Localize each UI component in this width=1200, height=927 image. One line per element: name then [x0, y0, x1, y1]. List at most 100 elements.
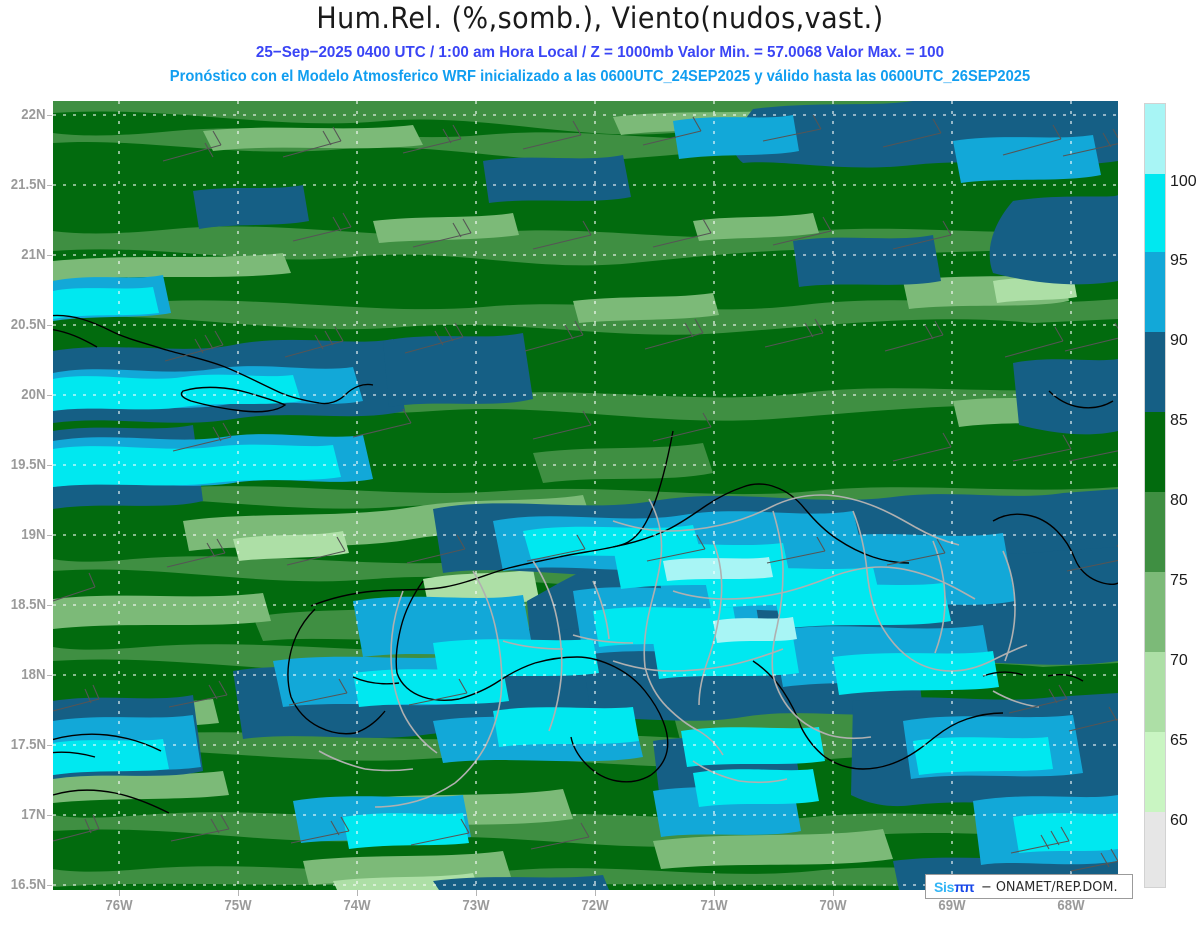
cb-tick-75: 75: [1170, 572, 1188, 589]
lat-label-21n: 21N: [21, 246, 46, 263]
lat-label-19-5n: 19.5N: [10, 456, 46, 473]
wind-barb: [352, 408, 412, 438]
wind-barb: [406, 534, 466, 564]
lat-tick: [47, 115, 52, 116]
colorbar-band-85-90: [1145, 332, 1165, 412]
lon-tick: [595, 890, 596, 896]
page-title: Hum.Rel. (%,somb.), Viento(nudos,vast.): [316, 1, 884, 35]
chart-header: Hum.Rel. (%,somb.), Viento(nudos,vast.) …: [0, 0, 1200, 95]
cb-tick-85: 85: [1170, 412, 1188, 429]
logo-pi-icon: ππ: [954, 878, 974, 895]
lon-tick: [119, 890, 120, 896]
wind-barb: [652, 412, 712, 442]
lat-label-22n: 22N: [21, 106, 46, 123]
wind-barb: [170, 814, 230, 842]
wind-barb: [1010, 826, 1070, 854]
lon-label-73w: 73W: [462, 897, 490, 914]
colorbar-band-70-75: [1145, 572, 1165, 652]
lat-label-17-5n: 17.5N: [10, 736, 46, 753]
wind-barb: [166, 538, 226, 568]
wind-barb: [762, 114, 822, 142]
wind-barb: [402, 124, 462, 154]
colorbar-band-90-95: [1145, 252, 1165, 332]
contour-band-95-100: [53, 287, 1118, 853]
humidity-contour-map: [53, 101, 1118, 890]
wind-barb: [1012, 434, 1072, 462]
wind-barb: [644, 318, 704, 350]
wind-barb: [532, 410, 592, 440]
lon-label-76w: 76W: [105, 897, 133, 914]
lat-label-17n: 17N: [21, 806, 46, 823]
wind-barb: [162, 130, 222, 162]
lat-tick: [47, 675, 52, 676]
wind-barb: [884, 320, 944, 352]
cb-tick-90: 90: [1170, 332, 1188, 349]
lon-tick: [357, 890, 358, 896]
lat-tick: [47, 605, 52, 606]
wind-barb: [1004, 326, 1064, 358]
contour-band-above-100: [663, 557, 797, 643]
lon-label-74w: 74W: [343, 897, 371, 914]
wind-barb: [1068, 706, 1118, 732]
lat-tick: [47, 185, 52, 186]
lat-label-21-5n: 21.5N: [10, 176, 46, 193]
cb-tick-60: 60: [1170, 812, 1188, 829]
lat-label-20-5n: 20.5N: [10, 316, 46, 333]
wind-barb: [522, 120, 582, 150]
wind-barb: [404, 322, 464, 354]
colorbar-band-95-100: [1145, 174, 1165, 252]
wind-barb: [286, 536, 346, 566]
subtitle-model-info: Pronóstico con el Modelo Atmosferico WRF…: [30, 68, 1170, 86]
coastline-layer: [53, 314, 1118, 814]
wind-barb: [408, 678, 468, 706]
wind-barb: [886, 538, 946, 566]
lon-label-69w: 69W: [938, 897, 966, 914]
lon-label-68w: 68W: [1057, 897, 1085, 914]
lon-label-70w: 70W: [819, 897, 847, 914]
wind-barb: [642, 116, 702, 146]
lat-label-16-5n: 16.5N: [10, 876, 46, 893]
lon-tick: [238, 890, 239, 896]
lat-label-20n: 20N: [21, 386, 46, 403]
wind-barb: [292, 212, 352, 242]
lat-tick: [47, 255, 52, 256]
wind-barb: [526, 534, 586, 562]
wind-barb: [164, 330, 224, 362]
wind-barb: [764, 318, 824, 348]
lon-label-71w: 71W: [700, 897, 728, 914]
wind-barb: [290, 816, 350, 844]
subtitle-line-2-text: Pronóstico con el Modelo Atmosferico WRF…: [169, 68, 1031, 85]
wind-barb: [53, 814, 100, 842]
cb-tick-100: 100: [1170, 173, 1197, 190]
agency-logo-box: Sis ππ − ONAMET/REP.DOM.: [925, 874, 1134, 899]
wind-barb: [1002, 124, 1062, 156]
colorbar-band-75-80: [1145, 492, 1165, 572]
wind-barb: [652, 218, 712, 248]
lat-tick: [47, 535, 52, 536]
lat-label-18-5n: 18.5N: [10, 596, 46, 613]
wind-barb: [1008, 684, 1068, 714]
wind-barb: [172, 422, 232, 452]
map-plot-area[interactable]: [53, 101, 1118, 890]
lon-label-72w: 72W: [581, 897, 609, 914]
humidity-colorbar[interactable]: [1144, 103, 1166, 888]
wind-barb: [1062, 128, 1118, 157]
wind-barb: [1068, 450, 1118, 462]
wind-barb: [1064, 322, 1118, 352]
lon-tick: [833, 890, 834, 896]
cb-tick-95: 95: [1170, 252, 1188, 269]
colorbar-band-60-65: [1145, 732, 1165, 812]
wind-barb-layer: [53, 114, 1118, 872]
wind-barb: [772, 216, 832, 246]
wind-barb: [892, 220, 952, 250]
wind-barb: [288, 678, 348, 706]
wind-barb: [284, 326, 344, 358]
wind-barb: [168, 680, 228, 708]
cb-tick-70: 70: [1170, 652, 1188, 669]
wind-barb: [882, 118, 942, 148]
wind-barb: [282, 126, 342, 158]
cb-tick-65: 65: [1170, 732, 1188, 749]
subtitle-run-info: 76W 25−Sep−2025 0400 UTC / 1:00 am Hora …: [30, 44, 1170, 62]
lat-tick: [47, 465, 52, 466]
lon-tick: [714, 890, 715, 896]
